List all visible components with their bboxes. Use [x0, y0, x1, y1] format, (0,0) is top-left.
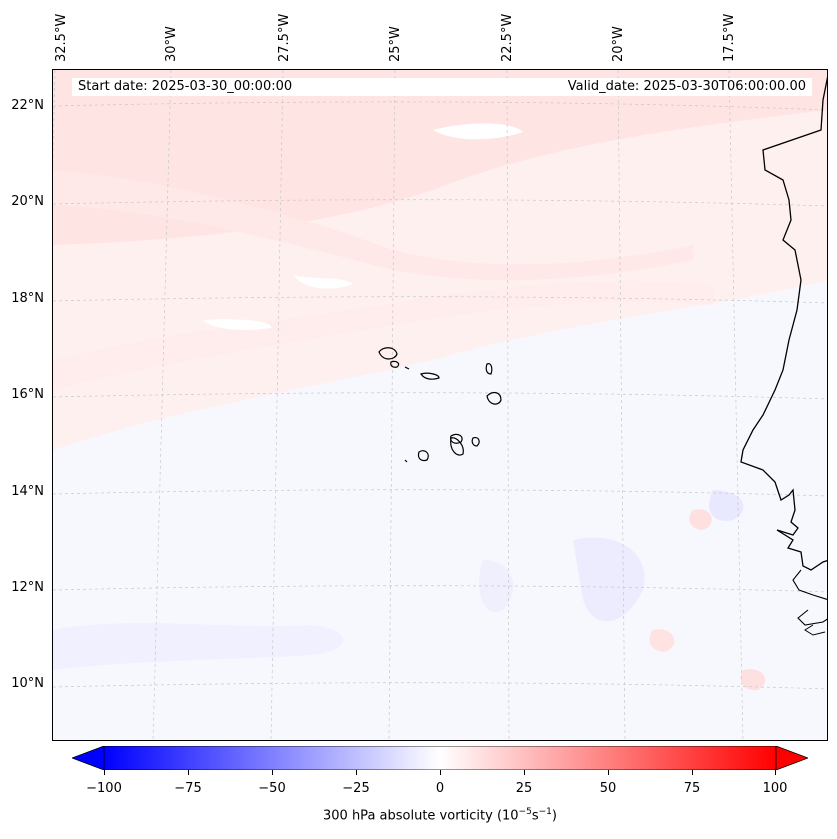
cb-tickmark: [272, 770, 273, 775]
lat-label-12n: 12°N: [11, 580, 44, 595]
lon-label-27-5w: 27.5°W: [277, 13, 292, 62]
lat-label-10n: 10°N: [11, 676, 44, 691]
coastline: [792, 569, 827, 600]
vorticity-positive-patch: [689, 509, 712, 530]
valid-date-label: Valid_date: 2025-03-30T06:00:00.00: [440, 78, 812, 96]
coastline: [740, 76, 827, 571]
lat-label-16n: 16°N: [11, 387, 44, 402]
island-boa-vista: [486, 391, 502, 405]
cb-tick-label: 25: [515, 781, 533, 796]
island-santa-luzia: [404, 366, 410, 370]
gridline-lon: [270, 70, 284, 740]
lon-label-20w: 20°W: [611, 26, 626, 62]
vorticity-positive-band-south: [53, 280, 713, 390]
colorbar-gradient: [103, 746, 777, 770]
cb-tickmark: [104, 770, 105, 775]
cb-tick-label: −100: [86, 781, 122, 796]
island-santiago-south: [450, 437, 464, 456]
cb-tickmark: [356, 770, 357, 775]
cb-tickmark: [692, 770, 693, 775]
cb-tickmark: [775, 770, 776, 775]
gridline-lon: [728, 70, 744, 740]
island-brava: [404, 459, 408, 463]
colorbar-extend-min: [72, 746, 105, 770]
lon-label-32-5w: 32.5°W: [54, 13, 69, 62]
colorbar-label-exp: −5: [518, 807, 532, 817]
gridline-lon: [506, 70, 510, 740]
map-canvas: [53, 70, 827, 740]
island-fogo: [417, 450, 429, 462]
cb-tickmark: [440, 770, 441, 775]
vorticity-zero-patch: [433, 123, 523, 140]
colorbar-label-text: 300 hPa absolute vorticity (10: [323, 808, 519, 824]
cape-verde-islands: [378, 347, 502, 463]
lon-label-30w: 30°W: [164, 26, 179, 62]
island-sal: [485, 363, 493, 375]
vorticity-zero-patch: [203, 319, 272, 330]
lon-label-22-5w: 22.5°W: [500, 13, 515, 62]
start-date-label: Start date: 2025-03-30_00:00:00: [72, 78, 446, 96]
vorticity-negative-patch: [479, 560, 514, 612]
colorbar: [72, 746, 808, 770]
colorbar-extend-max: [775, 746, 808, 770]
vorticity-positive-patch: [740, 669, 766, 691]
cb-tick-label: 100: [762, 781, 788, 796]
colorbar-label: 300 hPa absolute vorticity (10−5s−1): [0, 807, 837, 823]
island-sao-nicolau: [420, 372, 440, 380]
island-santo-antao: [378, 347, 398, 360]
cb-tick-label: −75: [174, 781, 202, 796]
vorticity-map: [52, 69, 828, 741]
gridline-lat: [53, 101, 827, 111]
lon-label-25w: 25°W: [388, 26, 403, 62]
gridline-lon: [388, 70, 396, 740]
island-sao-vicente: [390, 360, 400, 368]
vorticity-negative-patch: [53, 623, 343, 670]
lat-label-20n: 20°N: [11, 194, 44, 209]
vorticity-positive-band-mid: [53, 170, 693, 281]
coastline: [804, 624, 826, 636]
lat-label-18n: 18°N: [11, 291, 44, 306]
cb-tickmark: [188, 770, 189, 775]
gridline-lon: [152, 70, 172, 740]
vorticity-zero-patch: [293, 275, 353, 289]
cb-tickmark: [608, 770, 609, 775]
coastline: [797, 609, 827, 626]
cb-tick-label: −50: [258, 781, 286, 796]
cb-tickmark: [524, 770, 525, 775]
vorticity-negative-patch: [709, 490, 744, 521]
vorticity-negative-patch: [573, 537, 645, 622]
lon-label-17-5w: 17.5°W: [722, 13, 737, 62]
lat-label-14n: 14°N: [11, 484, 44, 499]
colorbar-label-exp: −1: [538, 807, 552, 817]
vorticity-positive-patch: [649, 629, 675, 652]
cb-tick-label: 75: [683, 781, 701, 796]
lat-label-22n: 22°N: [11, 98, 44, 113]
cb-tick-label: 50: [599, 781, 617, 796]
colorbar-label-close: ): [551, 808, 557, 824]
cb-tick-label: −25: [342, 781, 370, 796]
colorbar-label-unit: s: [531, 808, 539, 824]
island-maio: [471, 437, 480, 447]
graticule: [53, 70, 827, 740]
gridline-lon: [617, 70, 626, 740]
vorticity-positive-band-north: [53, 70, 827, 245]
cb-tick-label: 0: [435, 781, 445, 796]
